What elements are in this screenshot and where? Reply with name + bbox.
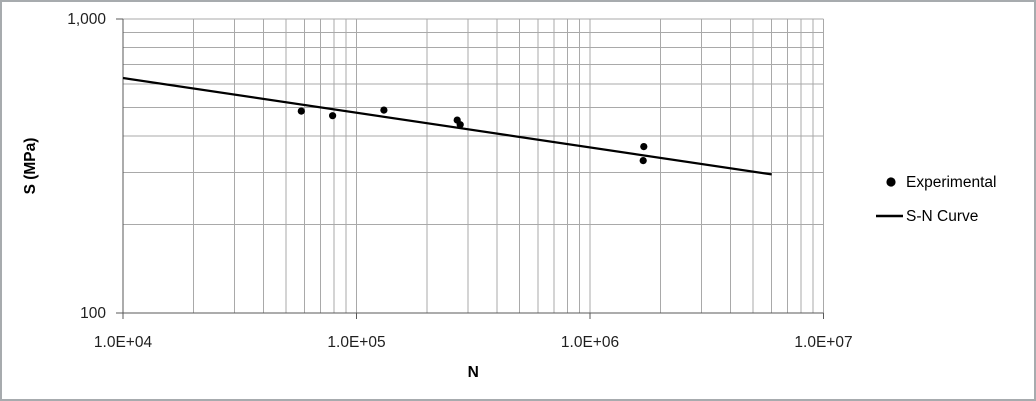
legend-label-experimental: Experimental [906, 174, 996, 191]
y-tick-label: 100 [80, 305, 106, 322]
x-axis-title: N [468, 364, 479, 381]
x-tick-label: 1.0E+05 [327, 334, 385, 351]
experimental-point [329, 112, 337, 120]
experimental-point [640, 143, 648, 151]
y-axis-title: S (MPa) [22, 138, 39, 195]
x-tick-label: 1.0E+04 [94, 334, 153, 351]
experimental-point [639, 157, 647, 165]
x-tick-label: 1.0E+06 [561, 334, 619, 351]
x-tick-label: 1.0E+07 [794, 334, 852, 351]
legend-marker-dot [886, 177, 896, 187]
experimental-point [380, 106, 388, 114]
experimental-point [297, 107, 305, 115]
experimental-point [456, 121, 464, 129]
sn-curve-line [122, 76, 772, 176]
y-tick-label: 1,000 [67, 11, 106, 28]
legend-label-sn-curve: S-N Curve [906, 208, 978, 225]
